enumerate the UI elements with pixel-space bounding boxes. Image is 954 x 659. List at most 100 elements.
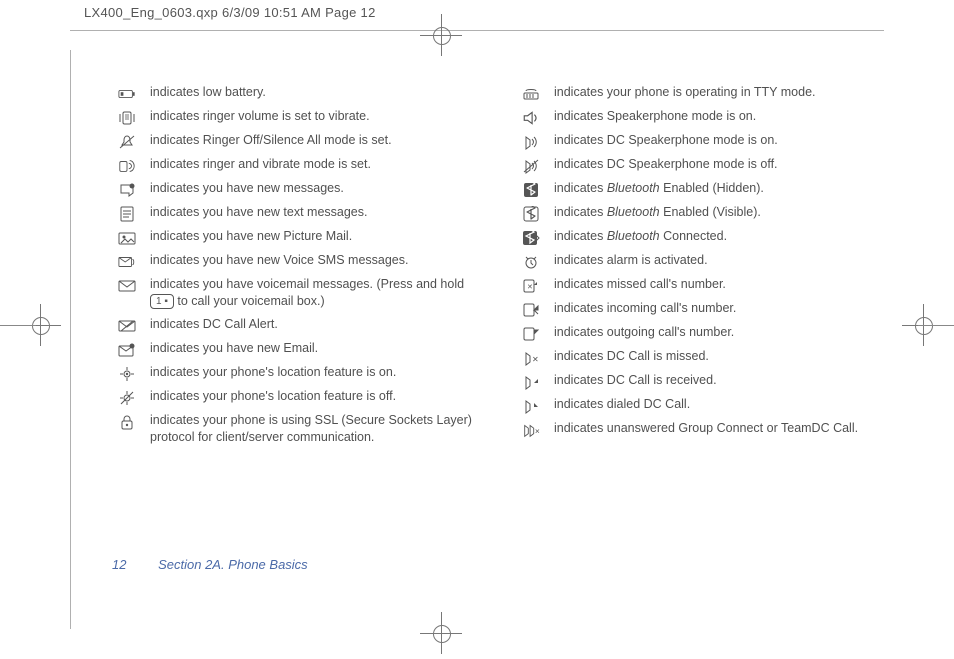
legend-text: indicates Ringer Off/Silence All mode is…: [142, 132, 482, 149]
ringer-off-icon: [112, 132, 142, 150]
legend-row: indicates unanswered Group Connect or Te…: [516, 420, 886, 438]
legend-row: indicates Speakerphone mode is on.: [516, 108, 886, 126]
picture-mail-icon: [112, 228, 142, 246]
page-footer: 12 Section 2A. Phone Basics: [112, 557, 308, 572]
legend-row: indicates outgoing call's number.: [516, 324, 886, 342]
legend-text: indicates Bluetooth Connected.: [546, 228, 886, 245]
legend-text: indicates you have new Picture Mail.: [142, 228, 482, 245]
legend-row: indicates ringer and vibrate mode is set…: [112, 156, 482, 174]
legend-row: indicates your phone's location feature …: [112, 364, 482, 382]
legend-row: indicates you have new Picture Mail.: [112, 228, 482, 246]
legend-row: indicates your phone's location feature …: [112, 388, 482, 406]
legend-row: indicates DC Speakerphone mode is off.: [516, 156, 886, 174]
legend-text: indicates your phone's location feature …: [142, 364, 482, 381]
print-header: LX400_Eng_0603.qxp 6/3/09 10:51 AM Page …: [84, 5, 376, 20]
legend-row: indicates dialed DC Call.: [516, 396, 886, 414]
bt-connected-icon: [516, 228, 546, 246]
location-on-icon: [112, 364, 142, 382]
dc-missed-icon: [516, 348, 546, 366]
legend-text: indicates you have new text messages.: [142, 204, 482, 221]
legend-text: indicates unanswered Group Connect or Te…: [546, 420, 886, 437]
battery-low-icon: [112, 84, 142, 102]
legend-row: indicates missed call's number.: [516, 276, 886, 294]
incoming-call-icon: [516, 300, 546, 318]
legend-right-column: indicates your phone is operating in TTY…: [516, 84, 886, 452]
legend-text: indicates DC Speakerphone mode is on.: [546, 132, 886, 149]
bt-visible-icon: [516, 204, 546, 222]
crop-line-right: [918, 325, 954, 326]
legend-row: indicates you have new text messages.: [112, 204, 482, 222]
page-number: 12: [112, 557, 126, 572]
outgoing-call-icon: [516, 324, 546, 342]
legend-row: indicates Bluetooth Connected.: [516, 228, 886, 246]
ring-vibrate-icon: [112, 156, 142, 174]
legend-text: indicates DC Call is missed.: [546, 348, 886, 365]
voicemail-icon: [112, 276, 142, 294]
legend-text: indicates ringer and vibrate mode is set…: [142, 156, 482, 173]
legend-row: indicates your phone is operating in TTY…: [516, 84, 886, 102]
new-message-icon: [112, 180, 142, 198]
text-message-icon: [112, 204, 142, 222]
legend-text: indicates DC Call Alert.: [142, 316, 482, 333]
dc-dialed-icon: [516, 396, 546, 414]
legend-row: indicates incoming call's number.: [516, 300, 886, 318]
dc-speaker-off-icon: [516, 156, 546, 174]
vibrate-icon: [112, 108, 142, 126]
legend-row: indicates you have new messages.: [112, 180, 482, 198]
icon-legend: indicates low battery. indicates ringer v…: [112, 84, 892, 452]
legend-row: indicates DC Call is missed.: [516, 348, 886, 366]
dc-received-icon: [516, 372, 546, 390]
legend-text: indicates Bluetooth Enabled (Visible).: [546, 204, 886, 221]
dc-speaker-on-icon: [516, 132, 546, 150]
speaker-on-icon: [516, 108, 546, 126]
alarm-icon: [516, 252, 546, 270]
legend-row: indicates Bluetooth Enabled (Hidden).: [516, 180, 886, 198]
legend-text: indicates missed call's number.: [546, 276, 886, 293]
legend-text: indicates outgoing call's number.: [546, 324, 886, 341]
ssl-lock-icon: [112, 412, 142, 430]
legend-row: indicates low battery.: [112, 84, 482, 102]
legend-row: indicates Ringer Off/Silence All mode is…: [112, 132, 482, 150]
bt-hidden-icon: [516, 180, 546, 198]
registration-mark-bottom: [426, 618, 456, 648]
registration-mark-top: [426, 20, 456, 50]
legend-row: indicates DC Call is received.: [516, 372, 886, 390]
legend-text: indicates you have new Voice SMS message…: [142, 252, 482, 269]
legend-text: indicates Speakerphone mode is on.: [546, 108, 886, 125]
key-one-icon: 1 ▪: [150, 294, 174, 309]
section-title: Section 2A. Phone Basics: [158, 557, 308, 572]
location-off-icon: [112, 388, 142, 406]
group-unanswered-icon: [516, 420, 546, 438]
dc-alert-icon: [112, 316, 142, 334]
legend-text: indicates Bluetooth Enabled (Hidden).: [546, 180, 886, 197]
legend-row: indicates you have voicemail messages. (…: [112, 276, 482, 310]
legend-text: indicates incoming call's number.: [546, 300, 886, 317]
legend-text: indicates you have voicemail messages. (…: [142, 276, 482, 310]
legend-row: indicates alarm is activated.: [516, 252, 886, 270]
legend-text: indicates DC Speakerphone mode is off.: [546, 156, 886, 173]
legend-row: indicates DC Call Alert.: [112, 316, 482, 334]
legend-text: indicates alarm is activated.: [546, 252, 886, 269]
legend-left-column: indicates low battery. indicates ringer v…: [112, 84, 482, 452]
new-email-icon: [112, 340, 142, 358]
legend-row: indicates your phone is using SSL (Secur…: [112, 412, 482, 446]
tty-icon: [516, 84, 546, 102]
bleed-left-line: [70, 50, 71, 629]
legend-text: indicates you have new Email.: [142, 340, 482, 357]
legend-text: indicates your phone is using SSL (Secur…: [142, 412, 482, 446]
crop-line-left: [0, 325, 36, 326]
legend-text: indicates DC Call is received.: [546, 372, 886, 389]
legend-text: indicates dialed DC Call.: [546, 396, 886, 413]
legend-text: indicates low battery.: [142, 84, 482, 101]
legend-text: indicates your phone's location feature …: [142, 388, 482, 405]
legend-text: indicates you have new messages.: [142, 180, 482, 197]
legend-row: indicates ringer volume is set to vibrat…: [112, 108, 482, 126]
legend-row: indicates you have new Voice SMS message…: [112, 252, 482, 270]
legend-text: indicates ringer volume is set to vibrat…: [142, 108, 482, 125]
page: LX400_Eng_0603.qxp 6/3/09 10:51 AM Page …: [0, 0, 954, 659]
legend-row: indicates you have new Email.: [112, 340, 482, 358]
bleed-top-line: [70, 30, 884, 31]
legend-row: indicates Bluetooth Enabled (Visible).: [516, 204, 886, 222]
missed-call-icon: [516, 276, 546, 294]
legend-row: indicates DC Speakerphone mode is on.: [516, 132, 886, 150]
